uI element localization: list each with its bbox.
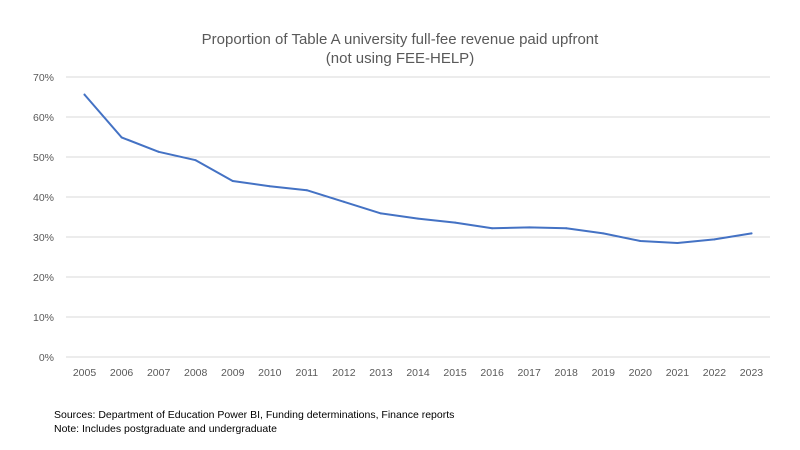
y-tick-label: 50% — [33, 152, 54, 164]
y-tick-label: 30% — [33, 232, 54, 244]
x-tick-label: 2005 — [73, 367, 97, 379]
x-tick-label: 2019 — [592, 367, 616, 379]
x-tick-label: 2009 — [221, 367, 245, 379]
x-tick-label: 2011 — [296, 367, 319, 379]
sources-note: Sources: Department of Education Power B… — [54, 409, 455, 421]
x-tick-label: 2022 — [703, 367, 727, 379]
x-tick-label: 2015 — [443, 367, 467, 379]
x-tick-label: 2018 — [555, 367, 579, 379]
x-tick-label: 2016 — [480, 367, 504, 379]
data-point — [379, 212, 382, 215]
data-point — [454, 221, 457, 224]
data-point — [305, 189, 308, 192]
x-tick-label: 2010 — [258, 367, 282, 379]
x-tick-label: 2020 — [629, 367, 653, 379]
x-tick-label: 2014 — [406, 367, 430, 379]
includes-note: Note: Includes postgraduate and undergra… — [54, 423, 277, 435]
data-point — [268, 185, 271, 188]
chart-title-block: Proportion of Table A university full-fe… — [0, 30, 800, 68]
x-tick-label: 2012 — [332, 367, 356, 379]
data-point — [120, 136, 123, 139]
x-tick-label: 2013 — [369, 367, 393, 379]
data-point — [417, 217, 419, 220]
data-point — [491, 227, 494, 230]
data-point — [528, 226, 531, 229]
data-point — [83, 93, 86, 96]
data-point — [194, 159, 197, 162]
footnotes: Sources: Department of Education Power B… — [54, 408, 454, 436]
x-tick-label: 2023 — [740, 367, 764, 379]
data-point — [565, 227, 568, 230]
data-point — [750, 232, 753, 235]
x-tick-label: 2017 — [517, 367, 541, 379]
y-tick-label: 0% — [39, 352, 54, 364]
data-point — [713, 238, 716, 241]
y-tick-label: 70% — [33, 72, 54, 84]
x-tick-label: 2021 — [666, 367, 690, 379]
data-point — [157, 150, 160, 153]
x-tick-label: 2007 — [147, 367, 171, 379]
chart-subtitle: (not using FEE-HELP) — [325, 50, 475, 67]
x-tick-label: 2008 — [184, 367, 208, 379]
x-tick-label: 2006 — [110, 367, 134, 379]
y-tick-label: 40% — [33, 192, 54, 204]
data-point — [676, 242, 679, 244]
y-tick-label: 10% — [33, 312, 54, 324]
y-tick-label: 20% — [33, 272, 54, 284]
data-point — [602, 232, 605, 235]
data-point — [639, 240, 642, 242]
data-point — [342, 200, 345, 203]
data-point — [231, 180, 234, 182]
chart-title: Proportion of Table A university full-fe… — [201, 31, 599, 48]
y-tick-label: 60% — [33, 112, 54, 124]
